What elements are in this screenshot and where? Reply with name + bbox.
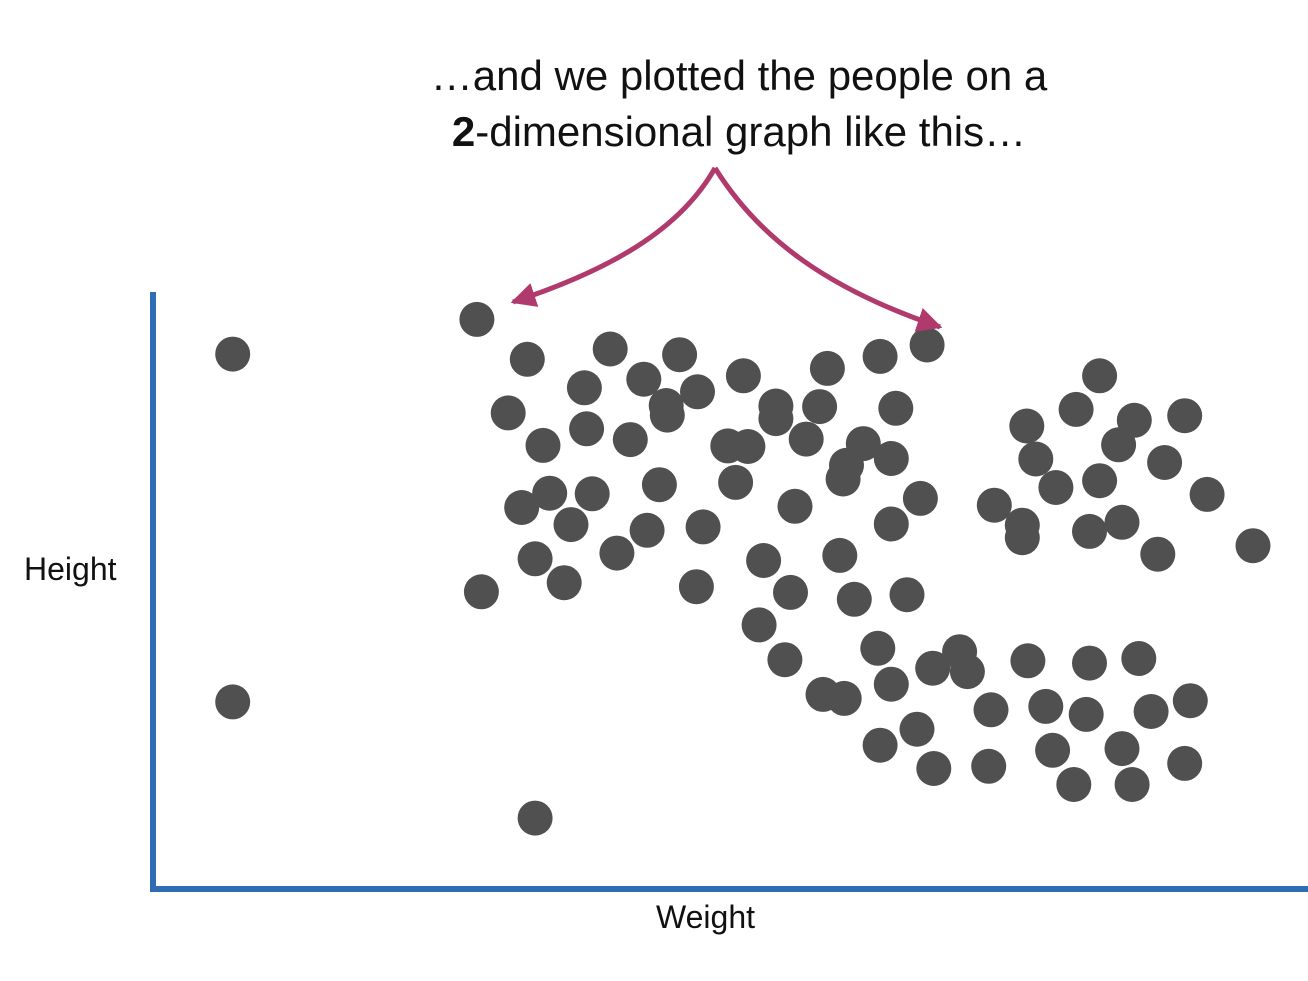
data-point [459,301,495,337]
data-point [845,426,881,462]
data-point [1028,688,1064,724]
data-point [1038,470,1074,505]
data-point [916,751,952,786]
data-point [525,427,561,463]
caption-line-2-rest: -dimensional graph like this… [475,108,1027,155]
data-point [517,541,553,577]
data-point [1116,402,1152,438]
data-point [1121,641,1157,676]
data-point [649,397,685,433]
data-point [822,537,858,573]
data-point [546,565,582,601]
data-point [685,509,721,545]
data-point [873,441,909,476]
caption-bold-number: 2 [451,108,476,155]
data-point [976,487,1012,523]
y-axis-label: Height [24,551,117,587]
data-point [777,488,813,524]
data-point [1114,767,1150,802]
data-point [490,395,526,431]
data-point [678,569,714,605]
data-point [1167,398,1203,434]
data-point [873,506,909,542]
data-point [1068,696,1104,732]
data-point [826,680,862,716]
data-point [718,464,754,500]
data-point [517,800,553,836]
data-point [504,490,540,525]
data-point [509,341,545,377]
data-point [1058,391,1094,427]
data-points [215,301,1271,836]
data-point [758,401,794,437]
right-arrow [712,166,943,332]
caption-line-2: 2-dimensional graph like this… [289,104,1189,160]
caption: …and we plotted the people on a 2-dimens… [289,48,1189,160]
data-point [532,475,568,511]
data-point [836,581,872,617]
data-point [862,727,898,763]
data-point [825,461,861,497]
data-point [215,336,251,372]
data-point [626,361,662,397]
data-point [973,692,1009,728]
data-point [1104,504,1140,540]
data-point [1004,520,1040,556]
data-point [463,574,499,610]
data-point [860,630,896,666]
data-point [1010,643,1046,679]
data-point [1082,358,1118,394]
data-point [599,535,635,571]
data-point [862,338,898,374]
data-point [1035,732,1071,768]
data-point [1140,536,1176,572]
data-point [809,350,845,386]
data-point [1072,645,1107,681]
data-point [878,390,914,426]
data-point [1147,445,1183,480]
data-point [902,480,938,516]
left-arrow [510,166,718,307]
data-point [1172,683,1208,719]
data-point [788,421,824,457]
data-point [730,429,766,464]
data-point [802,389,838,425]
data-point [569,411,605,447]
data-point [725,358,761,394]
data-point [873,666,909,702]
data-point [915,650,951,686]
data-point [1104,731,1140,767]
data-point [773,574,808,610]
x-axis-label: Weight [656,899,756,935]
data-point [566,370,602,406]
data-point [1235,528,1271,564]
data-point [553,507,589,543]
data-point [1009,408,1045,444]
data-point [949,654,985,690]
data-point [574,476,610,512]
data-point [592,331,628,367]
data-point [746,543,782,578]
data-point [741,607,777,643]
data-point [215,684,251,720]
data-point [971,748,1007,784]
data-point [899,711,935,747]
data-point [767,642,803,678]
data-point [629,512,665,548]
data-point [680,374,715,410]
data-point [889,577,925,613]
data-point [1018,441,1054,477]
data-point [612,422,648,458]
data-point [1056,767,1092,802]
data-point [1189,476,1225,512]
data-point [1133,694,1169,729]
data-point [1082,463,1118,499]
data-point [662,337,698,373]
data-point [1167,745,1203,781]
caption-line-1: …and we plotted the people on a [430,52,1048,99]
data-point [641,467,677,503]
data-point [909,327,945,363]
data-point [1072,513,1107,549]
